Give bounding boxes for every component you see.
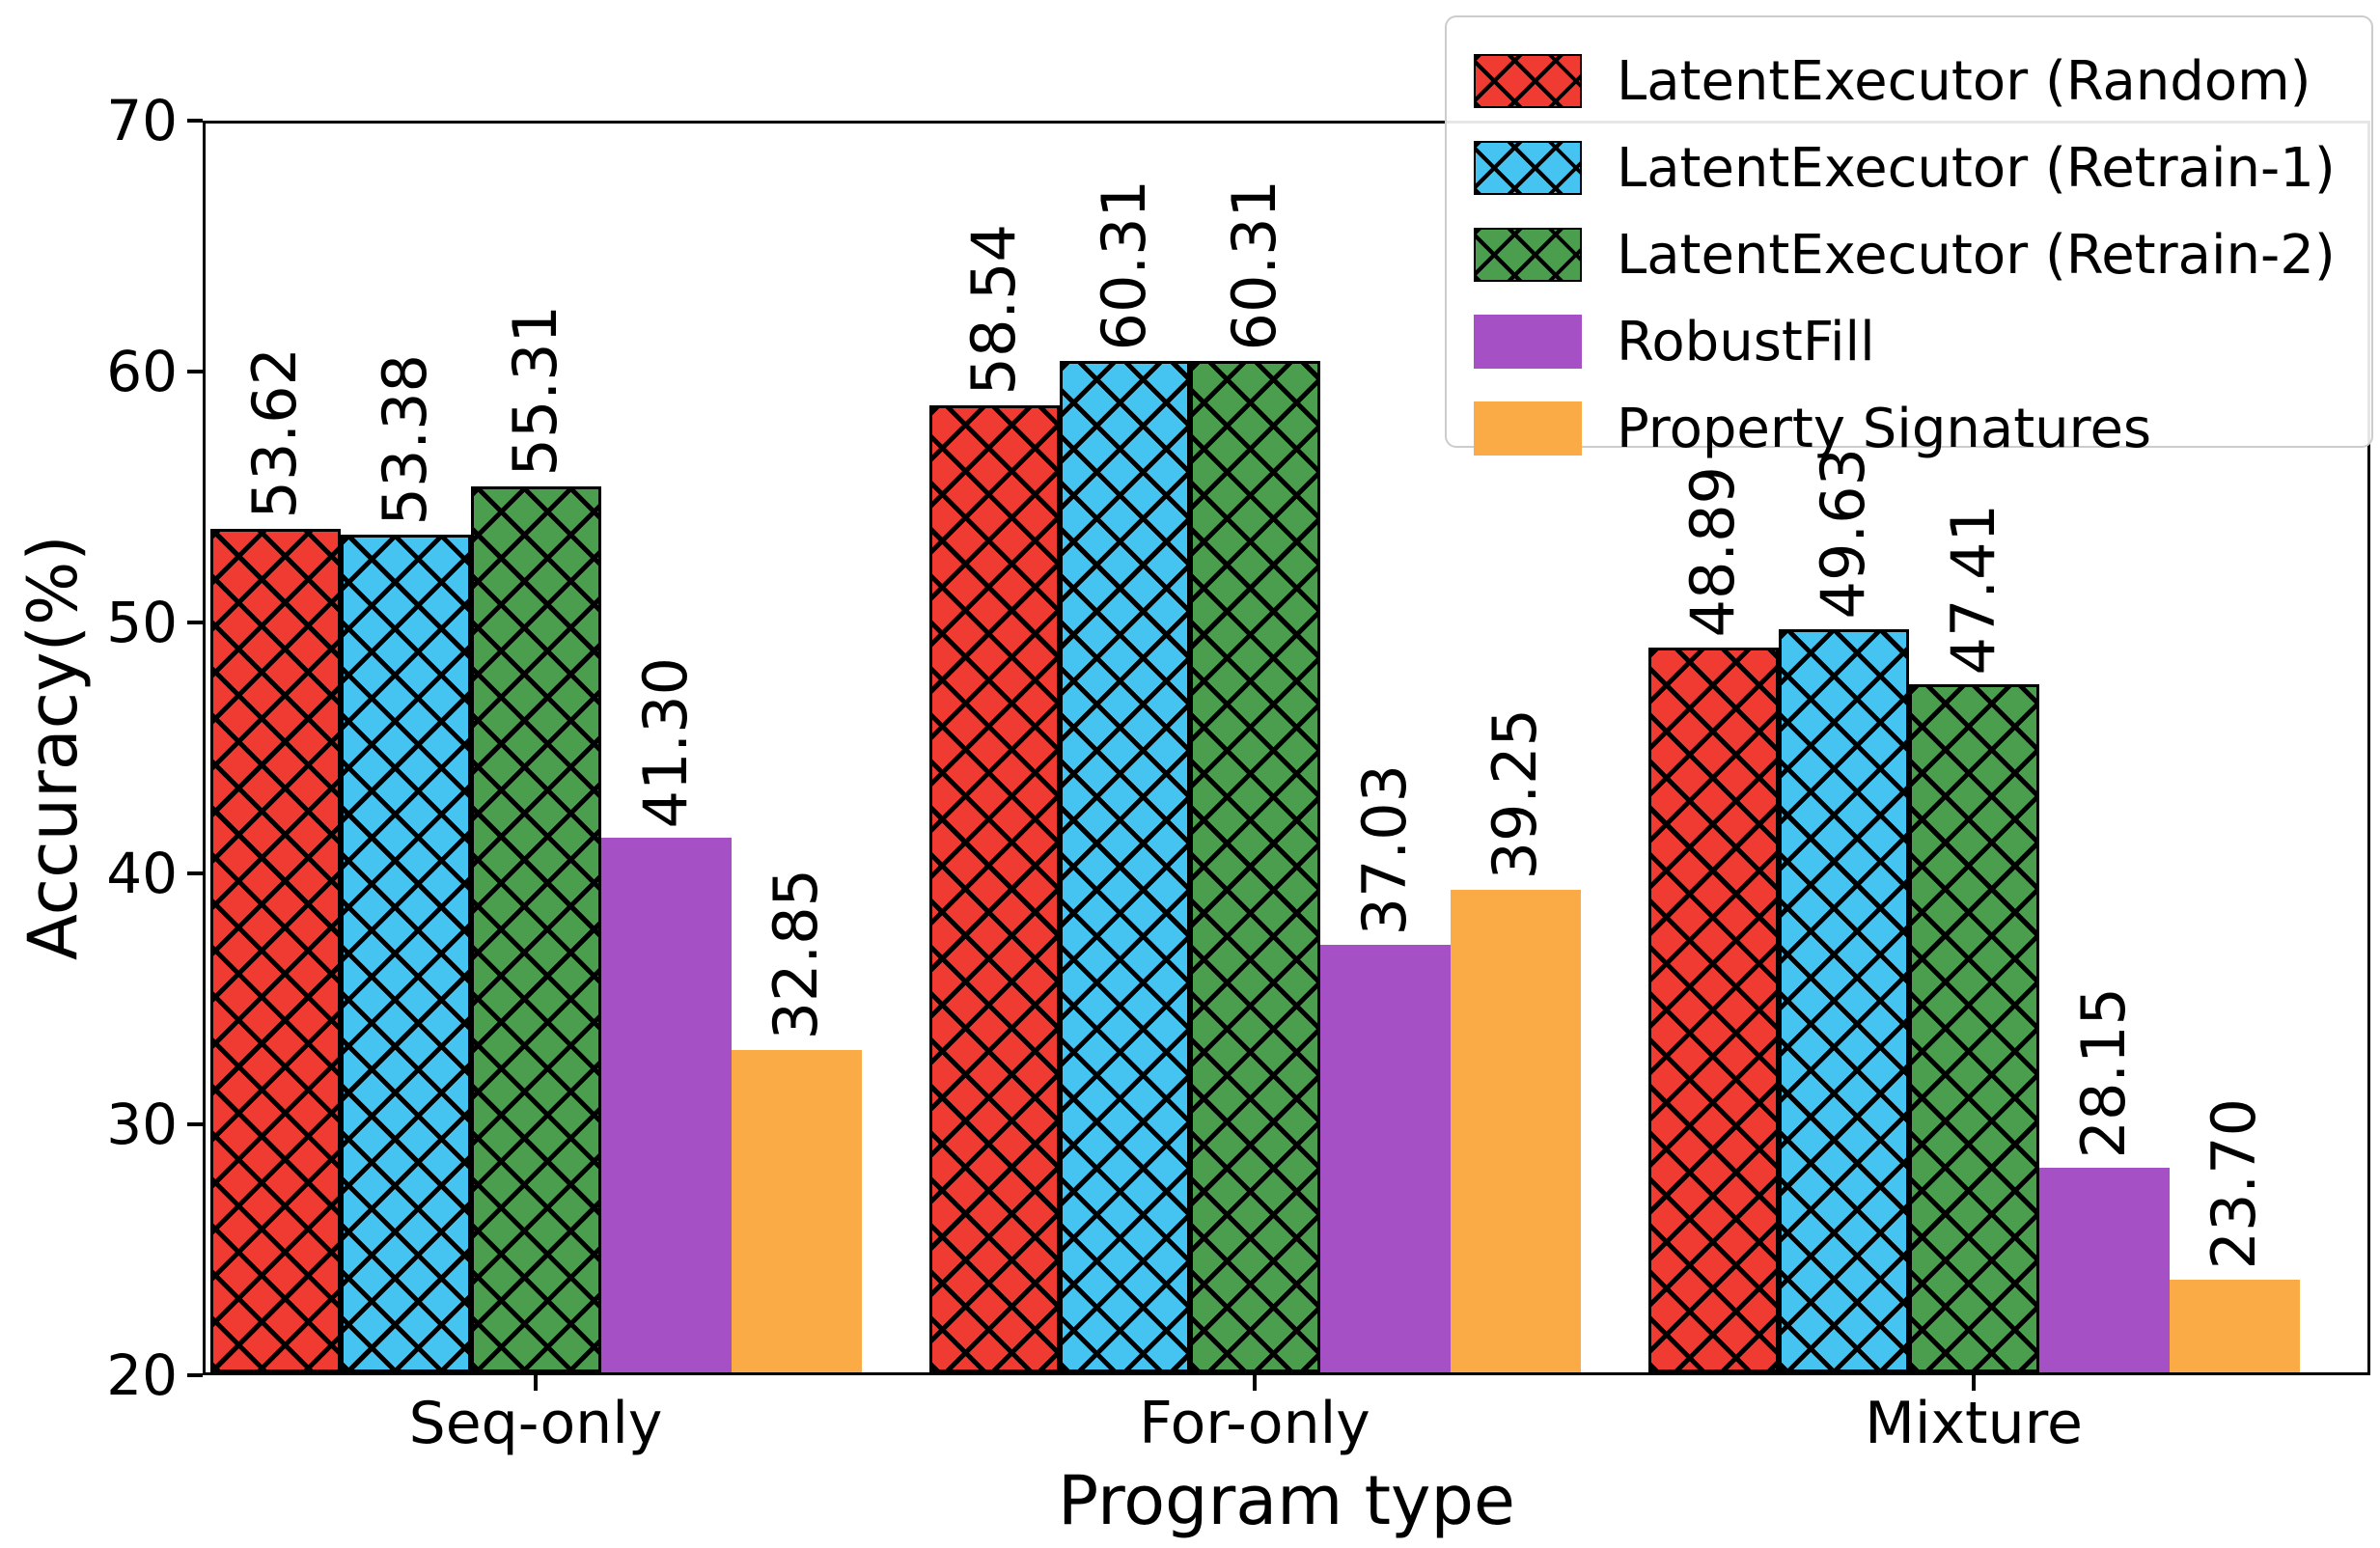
y-axis-tick [187,119,203,123]
y-axis-tick-label: 30 [106,1092,178,1157]
bar-value-label: 60.31 [1219,180,1289,351]
bar-value-label: 28.15 [2068,986,2139,1159]
y-axis-tick-label: 40 [106,841,178,906]
y-axis-tick-label: 50 [106,590,178,655]
legend-item: LatentExecutor (Random) [1474,50,2311,113]
bar-value-label: 49.63 [1808,448,1878,620]
bar-Seq-only-series-1 [340,535,471,1372]
bar-Mixture-series-2 [1908,684,2039,1372]
legend-swatch-icon [1474,401,1582,456]
bar-For-only-series-0 [928,404,1060,1372]
x-axis-category-label: Mixture [1865,1390,2083,1457]
bar-For-only-series-2 [1189,360,1320,1372]
bar-Seq-only-series-2 [470,485,601,1372]
legend-item-label: Property Signatures [1617,397,2152,460]
bar-Mixture-series-1 [1778,628,1909,1372]
legend-swatch-icon [1474,54,1582,108]
bar-value-label: 53.38 [370,353,440,526]
bar-Seq-only-series-3 [600,838,732,1372]
bar-value-label: 32.85 [761,869,831,1040]
bar-Mixture-series-4 [2169,1279,2300,1372]
bar-value-label: 37.03 [1349,763,1420,936]
bar-Seq-only-series-0 [209,528,341,1372]
legend-swatch-icon [1474,228,1582,282]
bar-value-label: 23.70 [2199,1098,2269,1270]
bar-value-label: 39.25 [1480,708,1550,880]
bar-value-label: 53.62 [239,347,310,519]
legend-item-label: LatentExecutor (Retrain-2) [1617,223,2336,287]
y-axis-tick-label: 70 [106,88,178,153]
bar-Seq-only-series-4 [731,1049,862,1372]
x-axis-tick [534,1375,538,1391]
bar-value-label: 60.31 [1089,180,1159,351]
legend-item: RobustFill [1474,311,1875,373]
x-axis-tick [1253,1375,1257,1391]
bar-value-label: 58.54 [958,224,1029,396]
x-axis-title: Program type [1058,1461,1515,1540]
x-axis-category-label: Seq-only [408,1390,663,1457]
y-axis-tick [187,871,203,875]
y-axis-title: Accuracy(%) [14,535,93,961]
legend-swatch-icon [1474,141,1582,195]
y-axis-tick [187,370,203,373]
legend: LatentExecutor (Random) LatentExecutor (R… [1445,15,2373,460]
bar-For-only-series-1 [1059,360,1190,1372]
bar-value-label: 48.89 [1677,466,1748,638]
y-axis-tick [187,1373,203,1377]
legend-item-label: RobustFill [1617,310,1875,373]
legend-item: LatentExecutor (Retrain-2) [1474,224,2336,287]
y-axis-tick-label: 60 [106,339,178,404]
legend-item: LatentExecutor (Retrain-1) [1474,137,2336,200]
bar-value-label: 41.30 [630,656,701,829]
bar-For-only-series-4 [1450,889,1581,1372]
bar-For-only-series-3 [1319,945,1451,1372]
legend-item-label: LatentExecutor (Random) [1617,49,2311,113]
y-axis-tick [187,1122,203,1126]
x-axis-category-label: For-only [1139,1390,1370,1457]
bar-value-label: 47.41 [1938,503,2008,676]
legend-swatch-icon [1474,315,1582,369]
legend-item: Property Signatures [1474,398,2151,460]
bar-value-label: 55.31 [500,305,570,477]
y-axis-tick-label: 20 [106,1342,178,1408]
y-axis-tick [187,621,203,624]
bar-Mixture-series-3 [2038,1168,2170,1372]
x-axis-tick [1972,1375,1976,1391]
legend-item-label: LatentExecutor (Retrain-1) [1617,136,2336,200]
bar-Mixture-series-0 [1647,647,1779,1372]
